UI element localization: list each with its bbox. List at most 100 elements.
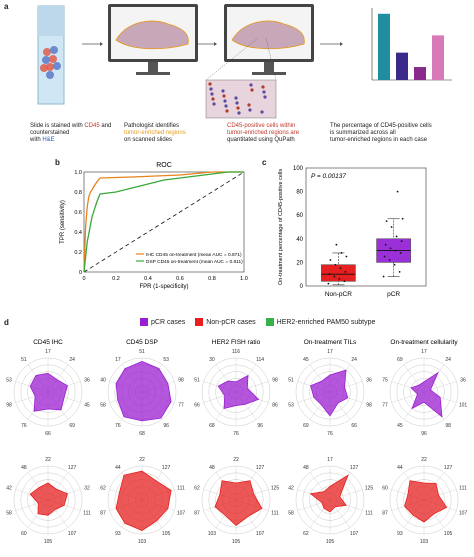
- radar-label-9-0: 22: [421, 457, 427, 463]
- radar-label-2-7: 66: [194, 403, 200, 409]
- radar-label-7-8: 62: [194, 485, 200, 491]
- radar-label-0-6: 76: [21, 423, 27, 429]
- stained-cell-3: [49, 55, 57, 63]
- inset-cell-16: [224, 104, 228, 108]
- radar-label-8-1: 127: [350, 465, 359, 471]
- radar-label-1-4: 96: [163, 423, 169, 429]
- step2-text-b: on scanned slides: [124, 137, 173, 143]
- radar-label-5-4: 107: [68, 531, 77, 537]
- box-point-1-1: [398, 270, 401, 273]
- stained-cell-5: [53, 62, 61, 70]
- step4-text-c: tumor-enriched regions in each case: [330, 137, 428, 143]
- roc-frame: [83, 171, 245, 273]
- radar-label-5-2: 32: [84, 485, 90, 491]
- radar-label-3-8: 51: [288, 377, 294, 383]
- box-point-0-5: [344, 270, 347, 273]
- radar-label-3-7: 53: [288, 403, 294, 409]
- radar-label-8-7: 58: [288, 511, 294, 517]
- box-point-1-10: [395, 235, 398, 238]
- roc-ytick-4: 0.8: [74, 190, 82, 196]
- box-point-1-12: [385, 220, 388, 222]
- radar-label-0-2: 36: [84, 377, 90, 383]
- inset-cell-7: [235, 101, 239, 105]
- radar-label-2-0: 116: [232, 349, 240, 355]
- radar-label-1-0: 51: [139, 349, 145, 355]
- inset-cell-6: [222, 94, 226, 98]
- roc-xtick-5: 1.0: [240, 276, 248, 282]
- step1-caption: Slide is stained with CD45 and counterst…: [30, 123, 130, 144]
- box-point-0-6: [339, 267, 342, 270]
- radar-label-1-8: 40: [100, 377, 106, 383]
- radar-label-6-7: 87: [100, 511, 106, 517]
- radar-title-3: On-treatment TILs: [304, 339, 357, 346]
- box-0: [321, 264, 356, 282]
- step1-text-a: Slide is stained with: [30, 123, 85, 129]
- box-point-1-0: [382, 275, 385, 278]
- inset-cell-1: [221, 89, 225, 93]
- radar-label-5-9: 48: [21, 465, 27, 471]
- radar-label-1-1: 53: [163, 357, 169, 363]
- roc-ytick-0: 0: [79, 270, 82, 276]
- radar-label-3-5: 76: [327, 431, 333, 437]
- inset-cell-20: [212, 102, 216, 106]
- step2-text-a: Pathologist identifies: [124, 123, 180, 129]
- step4-text-a: The percentage of CD45-positive cells: [330, 123, 432, 129]
- radar-label-6-9: 44: [115, 465, 121, 471]
- radar-label-4-5: 96: [421, 431, 427, 437]
- radar-chart-4: On-treatment cellularity 17 24 36 101 98 96 45 7…: [382, 339, 467, 437]
- panel-d-letter: d: [4, 318, 9, 327]
- radar-label-6-5: 103: [138, 539, 147, 545]
- radar-label-3-9: 45: [303, 357, 309, 363]
- radar-label-4-9: 69: [397, 357, 403, 363]
- radar-shape-4: [410, 371, 443, 418]
- box-ytick-4: 80: [296, 190, 303, 196]
- box-point-1-7: [389, 247, 392, 250]
- radar-title-1: CD45 DSP: [126, 339, 158, 346]
- monitor-2-tissue: [231, 20, 305, 50]
- radar-label-0-5: 66: [45, 431, 51, 437]
- radar-label-7-3: 111: [271, 511, 279, 517]
- radar-label-7-7: 87: [194, 511, 200, 517]
- inset-cell-12: [236, 106, 240, 110]
- radar-label-5-0: 22: [45, 457, 51, 463]
- monitor-1-neck: [148, 62, 158, 72]
- box-point-1-3: [388, 259, 391, 261]
- radar-label-5-1: 127: [68, 465, 77, 471]
- box-point-1-11: [390, 226, 393, 228]
- roc-xtick-2: 0.4: [144, 276, 152, 282]
- flow-arrowhead-0: [100, 42, 103, 46]
- monitor-2-base: [252, 72, 286, 75]
- radar-chart-9: 22 127 111 107 105 103 93 87 60 44: [382, 457, 467, 545]
- radar-chart-2: HER2 FISH ratio 116 114 98 86 96 76 68 66 51 30: [194, 339, 278, 437]
- monitor-1-base: [136, 72, 170, 75]
- inset-cell-0: [208, 82, 212, 86]
- legend-pcr-swatch: [140, 318, 148, 326]
- box-point-1-2: [393, 263, 396, 266]
- roc-xlabel: FPR (1-specificity): [139, 284, 188, 290]
- radar-title-2: HER2 FISH ratio: [212, 339, 261, 346]
- radar-chart-7: 22 127 125 111 107 105 103 87 62 48: [194, 457, 279, 545]
- box-xtick-1: pCR: [387, 291, 400, 298]
- radar-shape-0: [29, 372, 68, 412]
- inset-cell-18: [250, 88, 254, 92]
- inset-cell-3: [247, 103, 251, 107]
- roc-legend-label-1: DSP CD45 on-treatment (mean AUC = 0.811): [146, 259, 243, 265]
- step1-text-b: and counterstained: [30, 123, 112, 136]
- radar-chart-6: 22 127 111 107 105 103 93 87 62 44: [100, 457, 185, 545]
- box-point-1-5: [399, 252, 402, 254]
- radar-label-3-4: 66: [351, 423, 357, 429]
- boxplot-chart: 0 20 40 60 80 100 On-treatment percentage of C…: [278, 166, 427, 298]
- inset-cell-2: [234, 96, 238, 100]
- panel-b-letter: b: [55, 158, 60, 167]
- bar-A: [378, 13, 390, 80]
- radar-charts: CD45 IHC 17 24 36 45 69 66 76 98 53 51 CD45 DSP 51 53…: [6, 339, 467, 545]
- radar-label-2-4: 96: [257, 423, 263, 429]
- zoom-line-1: [205, 37, 259, 81]
- radar-label-4-8: 75: [382, 377, 388, 383]
- roc-ytick-1: 0.2: [74, 250, 82, 256]
- radar-label-9-7: 87: [382, 511, 388, 517]
- step3-text-a: CD45-positive cells within: [227, 123, 296, 129]
- radar-chart-5: 22 127 32 111 107 105 60 58 42 48: [6, 457, 91, 545]
- box-point-1-6: [394, 249, 397, 252]
- radar-label-8-4: 107: [350, 531, 359, 537]
